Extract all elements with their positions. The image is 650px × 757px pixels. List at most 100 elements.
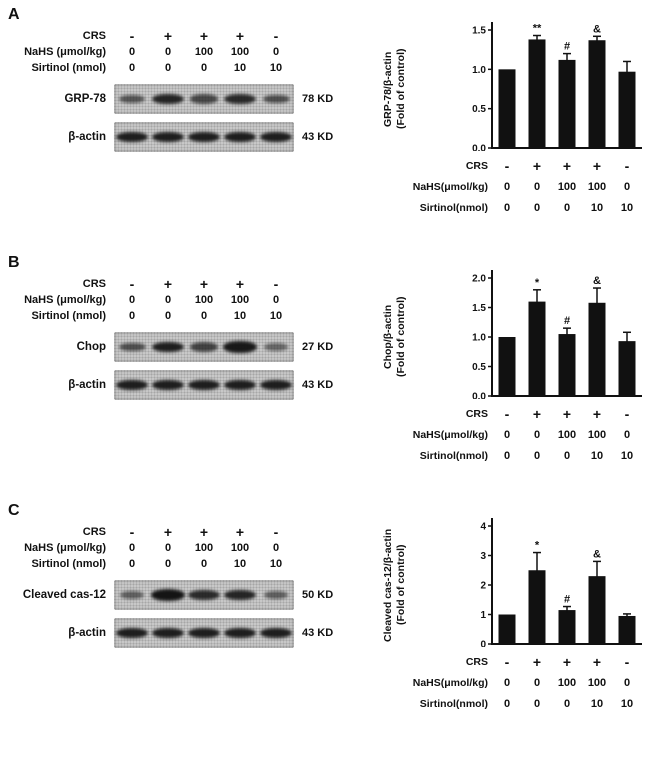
- chart-condition-value: -: [624, 653, 630, 670]
- blot-image: [114, 332, 294, 362]
- chart-condition-values: 0 0 100 100 0: [492, 677, 642, 689]
- chart-condition-value: +: [532, 653, 542, 670]
- panel-label: C: [8, 502, 20, 519]
- blot-protein-label: β-actin: [68, 627, 106, 639]
- chart-condition-value: +: [562, 653, 572, 670]
- chart-condition-value: 100: [557, 428, 577, 441]
- chart-condition-value: 0: [533, 180, 541, 193]
- chart-condition-row: CRS - + + + -: [408, 651, 648, 672]
- chart-condition-label: CRS: [465, 159, 488, 172]
- protein-band: [224, 589, 256, 601]
- blot-row: β-actin 43 KD: [6, 370, 382, 400]
- chart-area: 0.0 0.5 1.0 1.5 2.0 * # & CRS - + + + - NaHS(μmol/kg)…: [408, 262, 648, 466]
- blot-row: β-actin 43 KD: [6, 618, 382, 648]
- blot-condition-value: 100: [194, 46, 214, 58]
- y-tick-label: 2: [480, 581, 486, 592]
- protein-band: [151, 627, 185, 639]
- chart-condition-value: 0: [623, 676, 631, 689]
- bar: [588, 302, 606, 396]
- blot-condition-value: 10: [269, 310, 283, 322]
- blot-condition-values: 0 0 0 10 10: [114, 558, 294, 570]
- blot-lane: [258, 94, 294, 104]
- chart-condition-value: 0: [533, 697, 541, 710]
- blot-condition-value: 0: [128, 294, 136, 306]
- chart-condition-row: Sirtinol(nmol) 0 0 0 10 10: [408, 693, 648, 714]
- blot-image: [114, 580, 294, 610]
- blot-lane: [222, 93, 258, 105]
- panel-body: CRS - + + + - NaHS (μmol/kg) 0 0 100 100 0 Sirtinol …: [6, 6, 648, 218]
- blot-condition-label: Sirtinol (nmol): [31, 62, 106, 74]
- chart-condition-value: 0: [503, 428, 511, 441]
- blot-condition-label: Sirtinol (nmol): [31, 310, 106, 322]
- blot-lane: [150, 131, 186, 143]
- protein-band: [259, 627, 293, 639]
- blot-condition-row: CRS - + + + -: [6, 276, 382, 292]
- protein-band: [189, 342, 219, 352]
- protein-band: [188, 589, 220, 601]
- blot-lane: [258, 131, 294, 143]
- chart-condition-value: -: [624, 405, 630, 422]
- blot-condition-table: CRS - + + + - NaHS (μmol/kg) 0 0 100 100 0 Sirtinol …: [6, 28, 382, 76]
- blot-lane: [258, 379, 294, 391]
- molecular-weight-label: 43 KD: [302, 627, 334, 639]
- blot-lane: [186, 131, 222, 143]
- blot-lane: [114, 131, 150, 143]
- blot-block: CRS - + + + - NaHS (μmol/kg) 0 0 100 100 0 Sirtinol …: [6, 6, 382, 218]
- figure-panel: A CRS - + + + - NaHS (μmol/kg) 0 0 100 100 0 Sirtino…: [6, 6, 648, 254]
- chart-condition-value: +: [592, 653, 602, 670]
- blot-lane: [222, 589, 258, 601]
- molecular-weight-label: 78 KD: [302, 93, 334, 105]
- protein-band: [119, 591, 145, 599]
- chart-condition-row: NaHS(μmol/kg) 0 0 100 100 0: [408, 176, 648, 197]
- blot-condition-value: -: [129, 524, 135, 540]
- bar: [528, 301, 546, 396]
- western-blots: GRP-78 78 KD β-actin 43 KD: [6, 84, 382, 152]
- chart-condition-label: CRS: [465, 655, 488, 668]
- blot-condition-values: 0 0 100 100 0: [114, 294, 294, 306]
- y-axis-label-line2: (Fold of control): [395, 544, 408, 626]
- significance-marker: **: [533, 23, 542, 35]
- blot-condition-values: - + + + -: [114, 28, 294, 44]
- chart-area: 0.0 0.5 1.0 1.5 ** # & CRS - + + + - NaHS(μmol/kg) 0 0…: [408, 14, 648, 218]
- y-tick-label: 0: [480, 640, 486, 648]
- chart-condition-values: - + + + -: [492, 158, 642, 174]
- blot-condition-row: Sirtinol (nmol) 0 0 0 10 10: [6, 556, 382, 572]
- chart-condition-label: NaHS(μmol/kg): [412, 428, 488, 441]
- blot-condition-values: - + + + -: [114, 524, 294, 540]
- blot-lane: [114, 591, 150, 599]
- protein-band: [190, 94, 218, 104]
- blot-lane: [150, 379, 186, 391]
- y-tick-label: 3: [480, 551, 486, 562]
- blot-condition-label: NaHS (μmol/kg): [24, 46, 106, 58]
- blot-condition-row: Sirtinol (nmol) 0 0 0 10 10: [6, 308, 382, 324]
- blot-condition-value: +: [199, 28, 209, 44]
- blot-image: [114, 122, 294, 152]
- chart-condition-values: 0 0 100 100 0: [492, 429, 642, 441]
- blot-protein-label: GRP-78: [64, 93, 106, 105]
- blot-condition-value: 0: [200, 62, 208, 74]
- protein-band: [263, 591, 289, 599]
- blot-condition-value: 0: [272, 294, 280, 306]
- blot-condition-value: +: [163, 276, 173, 292]
- chart-condition-row: CRS - + + + -: [408, 403, 648, 424]
- chart-condition-value: 0: [503, 201, 511, 214]
- figure-panel: C CRS - + + + - NaHS (μmol/kg) 0 0 100 100 0 Sirtino…: [6, 502, 648, 750]
- bar-chart: 0.0 0.5 1.0 1.5 2.0 * # &: [472, 270, 642, 399]
- chart-condition-values: - + + + -: [492, 654, 642, 670]
- blot-protein-label: β-actin: [68, 131, 106, 143]
- blot-condition-value: -: [273, 28, 279, 44]
- blot-condition-row: Sirtinol (nmol) 0 0 0 10 10: [6, 60, 382, 76]
- y-tick-label: 1.0: [472, 333, 486, 344]
- blot-condition-value: 0: [164, 310, 172, 322]
- bar: [618, 71, 636, 148]
- protein-band: [223, 379, 257, 391]
- chart-condition-value: +: [532, 157, 542, 174]
- chart-condition-row: Sirtinol(nmol) 0 0 0 10 10: [408, 197, 648, 218]
- y-axis-label-line1: Chop/β-actin: [382, 304, 394, 370]
- y-tick-label: 1.0: [472, 65, 486, 76]
- chart-condition-value: 0: [533, 428, 541, 441]
- chart-condition-value: +: [562, 405, 572, 422]
- blot-image: [114, 618, 294, 648]
- y-axis-label: Cleaved cas-12/β-actin (Fold of control): [382, 510, 408, 660]
- blot-condition-values: 0 0 0 10 10: [114, 62, 294, 74]
